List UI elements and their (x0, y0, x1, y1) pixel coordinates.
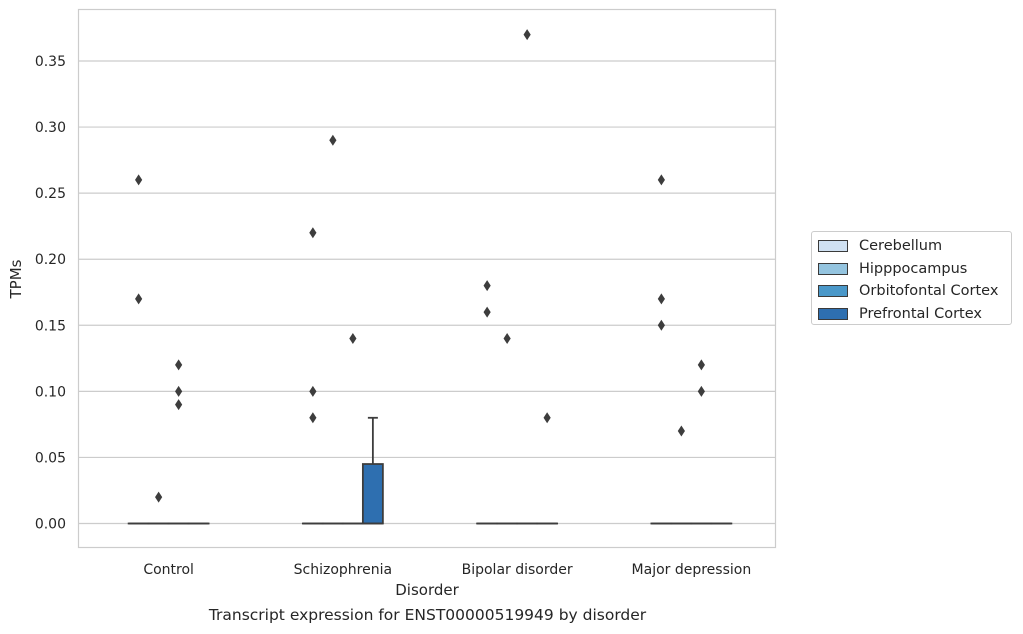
outlier-point (657, 174, 665, 186)
y-tick-label: 0.25 (35, 186, 66, 202)
outlier-point (483, 306, 491, 318)
y-tick-label: 0.15 (35, 318, 66, 334)
legend-item: Prefrontal Cortex (818, 303, 1011, 326)
outlier-point (543, 412, 551, 424)
y-axis-title: TPMs (7, 259, 25, 299)
box (361, 463, 384, 525)
outliers (135, 29, 705, 503)
x-tick-label: Major depression (632, 562, 752, 578)
outlier-point (309, 412, 317, 424)
x-tick-label: Schizophrenia (294, 562, 392, 578)
outlier-point (503, 333, 511, 344)
y-tick-label: 0.05 (35, 450, 66, 466)
outlier-point (175, 385, 183, 397)
outlier-point (309, 385, 317, 397)
legend-label: Hipppocampus (859, 260, 968, 277)
y-tick-label: 0.30 (35, 120, 66, 136)
gridlines (78, 60, 776, 525)
legend-label: Cerebellum (859, 238, 943, 255)
outlier-point (657, 293, 665, 305)
y-tick-labels: 0.00 0.05 0.10 0.15 0.20 0.25 0.30 0.35 (35, 54, 66, 533)
x-tick-label: Control (143, 562, 194, 578)
outlier-point (483, 280, 491, 292)
outlier-point (697, 385, 705, 397)
boxes (127, 416, 733, 525)
outlier-point (135, 293, 143, 305)
legend-label: Orbitofontal Cortex (859, 283, 999, 300)
outlier-point (135, 174, 143, 186)
legend: Cerebellum Hipppocampus Orbitofontal Corte… (811, 231, 1012, 325)
x-tick-labels: Control Schizophrenia Bipolar disorder Majo… (143, 562, 751, 578)
legend-swatch (818, 285, 848, 298)
y-tick-label: 0.35 (35, 54, 66, 70)
y-tick-label: 0.20 (35, 252, 66, 268)
outlier-point (523, 29, 531, 41)
legend-label: Prefrontal Cortex (859, 306, 982, 323)
legend-swatch (818, 240, 848, 253)
outlier-point (155, 491, 163, 503)
legend-item: Orbitofontal Cortex (818, 280, 1011, 303)
chart-caption: Transcript expression for ENST0000051994… (208, 606, 647, 624)
y-tick-label: 0.00 (35, 517, 66, 533)
legend-swatch (818, 262, 848, 275)
x-axis-title: Disorder (395, 581, 459, 599)
outlier-point (677, 425, 685, 437)
outlier-point (657, 319, 665, 331)
legend-item: Hipppocampus (818, 258, 1011, 281)
outlier-point (309, 227, 317, 239)
outlier-point (175, 359, 183, 371)
legend-item: Cerebellum (818, 235, 1011, 258)
plot-area-frame (77, 8, 777, 549)
x-tick-label: Bipolar disorder (462, 562, 573, 578)
outlier-point (175, 399, 183, 411)
outlier-point (697, 359, 705, 371)
outlier-point (349, 333, 357, 344)
legend-swatch (818, 308, 848, 321)
outlier-point (329, 134, 337, 146)
y-tick-label: 0.10 (35, 384, 66, 400)
